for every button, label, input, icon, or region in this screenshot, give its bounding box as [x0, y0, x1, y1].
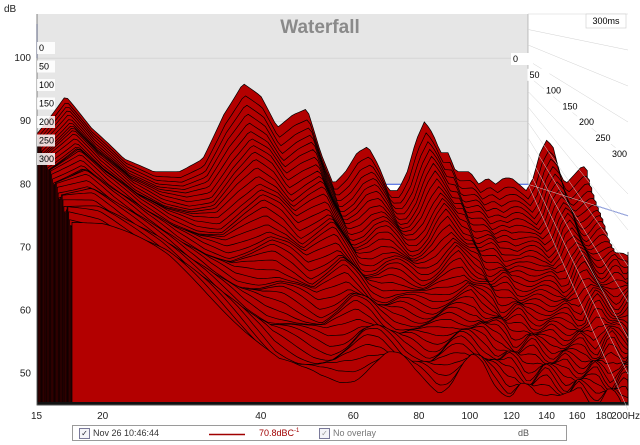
y-tick-label: 80 — [20, 179, 32, 190]
time-label-bg — [37, 134, 55, 147]
time-axis-max-label-box: 300ms — [585, 13, 627, 29]
x-tick-label: 20 — [97, 411, 109, 422]
x-tick-label: 160 — [569, 411, 586, 422]
overlay-checkbox[interactable]: ✓ — [319, 428, 330, 439]
time-slice-label-left: 50 — [39, 62, 49, 72]
time-label-bg — [37, 153, 55, 165]
y-tick-label: 100 — [14, 53, 31, 64]
measurement-line-swatch — [209, 433, 245, 436]
time-label-bg — [577, 116, 599, 129]
x-tick-label: 100 — [462, 411, 479, 422]
y-tick-label: 50 — [20, 368, 32, 379]
legend-bar: ✓ Nov 26 10:46:44 70.8dBC-1 ✓ No overlay… — [72, 425, 567, 441]
legend-unit: dB — [518, 428, 530, 438]
perspective-line — [527, 153, 629, 339]
plot-base — [37, 402, 628, 405]
time-slice-label-left: 0 — [39, 43, 44, 53]
x-tick-label: 140 — [538, 411, 555, 422]
x-tick-label: 60 — [348, 411, 360, 422]
time-label-bg — [37, 42, 55, 54]
perspective-line — [527, 91, 629, 195]
y-axis-label: dB — [4, 4, 17, 15]
time-slice-label-right: 0 — [513, 54, 518, 64]
x-tick-label: 180 — [596, 411, 613, 422]
x-tick-label: 80 — [413, 411, 425, 422]
time-label-bg — [37, 116, 55, 128]
time-slice-label-left: 250 — [39, 136, 54, 146]
waterfall-slices — [36, 14, 629, 406]
measurement-label[interactable]: Nov 26 10:46:44 — [93, 428, 160, 438]
time-slice-label-left: 300 — [39, 154, 54, 164]
perspective-line — [527, 44, 629, 87]
overlay-label[interactable]: No overlay — [333, 428, 377, 438]
time-slice-label-right: 150 — [563, 101, 578, 111]
y-tick-label: 90 — [20, 116, 32, 127]
y-tick-label: 70 — [20, 242, 32, 253]
time-slice-label-right: 200 — [579, 117, 594, 127]
x-tick-label: 15 — [31, 411, 43, 422]
time-slice-label-right: 250 — [596, 133, 611, 143]
time-slice-label-left: 200 — [39, 117, 54, 127]
time-label-bg — [610, 147, 632, 160]
time-label-bg — [37, 60, 55, 73]
y-tick-label: 60 — [20, 305, 32, 316]
time-label-bg — [544, 84, 566, 97]
perspective-line — [527, 137, 629, 303]
time-axis-max-label: 300ms — [592, 16, 620, 26]
x-tick-label: 40 — [255, 411, 267, 422]
perspective-line — [527, 168, 629, 375]
level-value-text: 70.8dBC — [259, 428, 295, 438]
perspective-line — [527, 29, 629, 51]
time-slice-label-right: 50 — [530, 70, 540, 80]
time-label-bg — [560, 100, 583, 113]
measurement-checkbox[interactable]: ✓ — [79, 428, 90, 439]
level-value: 70.8dBC-1 — [259, 428, 299, 438]
time-label-bg — [593, 132, 616, 144]
time-label-bg — [37, 97, 55, 110]
level-value-superscript: -1 — [294, 428, 300, 434]
time-slice-label-right: 300 — [612, 149, 627, 159]
perspective-line — [527, 184, 629, 217]
perspective-line — [527, 106, 629, 231]
time-label-bg — [527, 68, 550, 81]
time-slice-label-left: 100 — [39, 80, 54, 90]
chart-title: Waterfall — [280, 17, 360, 38]
y-axis-ticks: 50 60 70 80 90 100 — [14, 53, 31, 379]
time-label-bg — [37, 79, 55, 91]
time-slice-label-left: 150 — [39, 99, 54, 109]
x-tick-label: 200Hz — [611, 411, 640, 422]
time-slice-label-right: 100 — [546, 86, 561, 96]
x-tick-label: 120 — [503, 411, 520, 422]
perspective-line — [527, 122, 629, 267]
perspective-line — [527, 184, 629, 411]
waterfall-slice — [71, 222, 629, 406]
time-label-bg — [511, 53, 533, 65]
